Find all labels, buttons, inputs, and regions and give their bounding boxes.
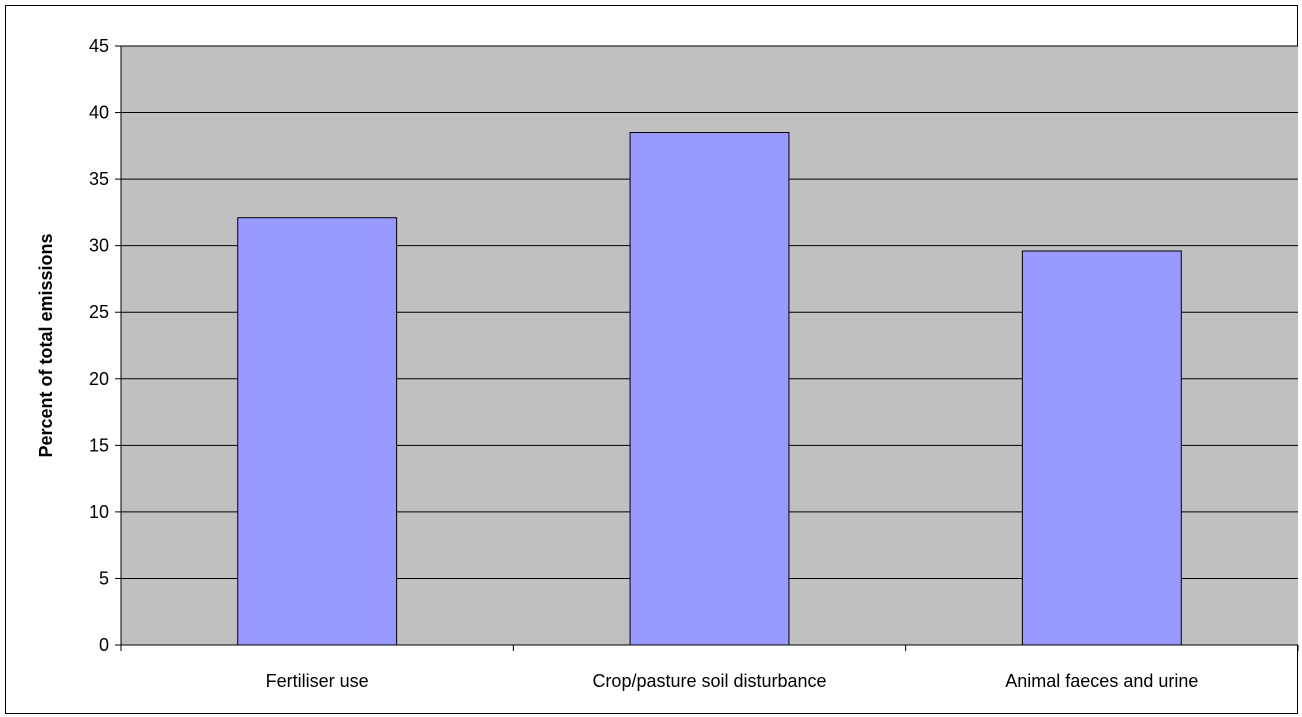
bar	[629, 132, 790, 646]
x-tick-label: Crop/pasture soil disturbance	[592, 671, 826, 691]
y-tick-label: 20	[89, 369, 109, 389]
y-axis-ticks	[115, 45, 121, 646]
y-tick-label: 5	[99, 568, 109, 588]
y-tick-label: 35	[89, 169, 109, 189]
y-axis-tick-labels: 0 5 10 15 20 25 30 35 40 45	[89, 36, 109, 655]
y-tick-label: 45	[89, 36, 109, 56]
y-tick-label: 40	[89, 103, 109, 123]
x-tick-label: Fertiliser use	[266, 671, 369, 691]
y-tick-label: 15	[89, 435, 109, 455]
plot-area-group: 0 5 10 15 20 25 30 35 40 45 Fertiliser use Crop/pa…	[36, 36, 1299, 691]
y-tick-label: 0	[99, 635, 109, 655]
bar	[237, 217, 398, 646]
bar	[1021, 250, 1182, 646]
bars	[237, 132, 1182, 646]
x-axis-tick-labels: Fertiliser use Crop/pasture soil disturba…	[266, 671, 1199, 691]
x-axis-ticks	[120, 645, 1299, 651]
y-tick-label: 10	[89, 502, 109, 522]
y-tick-label: 30	[89, 236, 109, 256]
y-tick-label: 25	[89, 302, 109, 322]
y-axis-title: Percent of total emissions	[36, 233, 56, 457]
x-tick-label: Animal faeces and urine	[1005, 671, 1198, 691]
